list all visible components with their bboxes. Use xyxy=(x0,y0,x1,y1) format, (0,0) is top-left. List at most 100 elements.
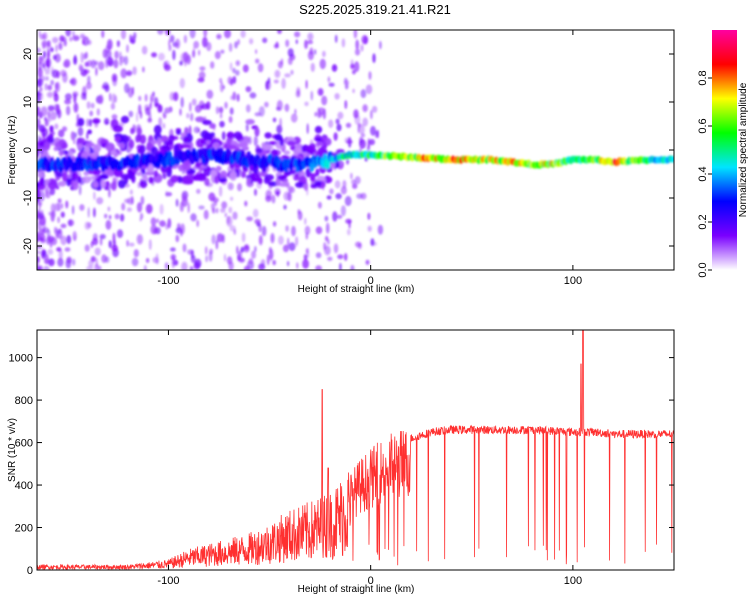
spectrogram-speckle xyxy=(196,188,201,194)
spectrogram-speckle xyxy=(328,119,334,128)
spectrogram-speckle xyxy=(60,223,67,229)
colorbar-gradient xyxy=(712,30,737,270)
spectrogram-blob xyxy=(333,132,338,141)
spectrogram-speckle xyxy=(354,241,362,248)
spectrogram-blob xyxy=(214,175,220,184)
spectrogram-speckle xyxy=(149,239,152,251)
spectrogram-speckle xyxy=(146,258,150,263)
spectrogram-blob xyxy=(245,119,255,125)
spectrogram-blob xyxy=(43,141,51,151)
spectrogram-speckle xyxy=(216,33,222,40)
spectrogram-speckle xyxy=(232,211,238,220)
spectrogram-speckle xyxy=(84,221,91,230)
spectrogram-speckle xyxy=(48,258,55,267)
spectrogram-speckle xyxy=(181,196,188,207)
spectrogram-speckle xyxy=(277,30,282,34)
spectrogram-speckle xyxy=(370,125,376,136)
spectrogram-speckle xyxy=(360,192,367,200)
spectrogram-speckle xyxy=(215,207,219,214)
spectrogram-speckle xyxy=(201,103,209,110)
spectrogram-speckle xyxy=(354,176,361,185)
spectrogram-speckle xyxy=(37,191,41,199)
spectrogram-speckle xyxy=(37,265,41,270)
spectrogram-speckle xyxy=(245,86,252,93)
spectrogram-speckle xyxy=(310,90,314,101)
spectrogram-speckle xyxy=(87,207,90,218)
spectrogram-speckle xyxy=(53,226,57,234)
spectrogram-speckle xyxy=(86,132,89,140)
spectrogram-speckle xyxy=(197,128,200,133)
spectrogram-blob xyxy=(197,173,207,182)
colorbar-tick-label: 0.6 xyxy=(697,118,709,133)
spectrogram-speckle xyxy=(294,31,301,38)
spectrogram-speckle xyxy=(362,104,368,113)
spectrogram-blob xyxy=(105,142,115,152)
spectrogram-speckle xyxy=(80,52,84,63)
spectrogram-blob xyxy=(153,170,158,177)
spectrogram-speckle xyxy=(321,95,328,106)
spectrogram-speckle xyxy=(251,250,257,259)
spectrogram-speckle xyxy=(324,235,329,242)
spectrogram-speckle xyxy=(112,232,116,244)
spectrogram-speckle xyxy=(129,189,133,195)
spectrogram-speckle xyxy=(169,91,175,101)
spectrogram-speckle xyxy=(179,78,185,89)
spectrogram-speckle xyxy=(44,116,47,121)
spectrogram-blob xyxy=(207,134,212,141)
spectrogram-speckle xyxy=(379,40,382,50)
spectrogram-blob xyxy=(302,183,309,189)
spectrogram-speckle xyxy=(57,216,60,223)
spectrogram-speckle xyxy=(157,30,164,35)
spectrogram-blob xyxy=(251,172,260,183)
spectrogram-speckle xyxy=(346,228,351,236)
spectrogram-speckle xyxy=(327,76,331,83)
spectrogram-speckle xyxy=(79,33,86,39)
spectrogram-speckle xyxy=(326,222,330,234)
spectrogram-speckle xyxy=(205,255,208,263)
snr-y-axis: 0 200 400 600 800 1000 xyxy=(9,353,674,577)
spectrogram-speckle xyxy=(211,208,216,214)
spectrogram-speckle xyxy=(194,104,202,113)
spectrogram-speckle xyxy=(322,50,326,58)
spectrogram-speckle xyxy=(307,40,314,45)
spectrogram-speckle xyxy=(169,34,175,43)
spectrogram-blob xyxy=(315,142,324,146)
spectrogram-speckle xyxy=(287,260,290,267)
y-tick-label: 1000 xyxy=(9,353,33,365)
spectrogram-speckle xyxy=(199,66,206,71)
spectrogram-speckle xyxy=(344,253,348,261)
spectrogram-speckle xyxy=(319,58,326,70)
spectrogram-blob xyxy=(58,150,65,156)
spectrogram-blob xyxy=(119,142,125,149)
spectrogram-speckle xyxy=(38,190,45,202)
spectrogram-speckle xyxy=(282,244,289,253)
spectrogram-blob xyxy=(294,147,303,155)
spectrogram-speckle xyxy=(371,105,378,113)
spectrogram-blob xyxy=(233,131,242,140)
spectrogram-speckle xyxy=(360,44,364,52)
spectrogram-speckle xyxy=(354,61,360,73)
spectrogram-speckle xyxy=(95,67,98,76)
spectrogram-speckle xyxy=(227,182,234,191)
spectrogram-speckle xyxy=(95,257,98,268)
spectrogram-speckle xyxy=(64,93,72,101)
spectrogram-blob xyxy=(295,181,305,188)
spectrogram-speckle xyxy=(45,76,49,81)
spectrogram-speckle xyxy=(133,249,139,258)
spectrogram-speckle xyxy=(90,102,95,109)
spectrogram-speckle xyxy=(55,70,60,79)
spectrogram-speckle xyxy=(93,60,99,66)
spectrogram-speckle xyxy=(129,242,135,247)
spectrogram-speckle xyxy=(335,118,340,125)
x-tick-label: -100 xyxy=(157,275,179,287)
spectrogram-speckle xyxy=(53,103,60,111)
spectrogram-speckle xyxy=(39,86,43,92)
spectrogram-speckle xyxy=(295,236,299,247)
spectrogram-speckle xyxy=(254,112,262,117)
spectrogram-speckle xyxy=(86,81,92,90)
spectrogram-speckle xyxy=(305,79,308,89)
spectrogram-speckle xyxy=(73,56,78,65)
spectrogram-speckle xyxy=(270,233,275,244)
y-tick-label: 10 xyxy=(22,96,34,108)
spectrogram-speckle xyxy=(273,79,279,84)
